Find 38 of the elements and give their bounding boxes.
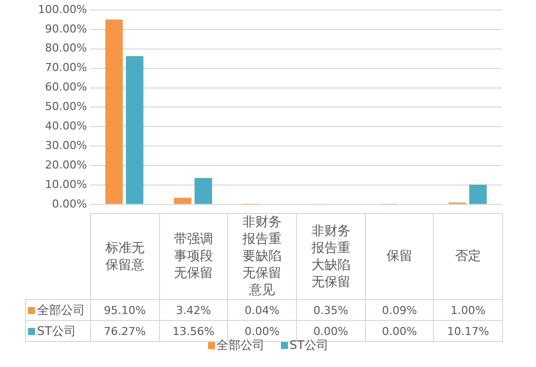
y-tick-label: 60.00%	[45, 80, 87, 94]
bar	[194, 178, 212, 204]
y-tick-label: 70.00%	[45, 61, 87, 74]
text: 全部公司	[216, 338, 265, 352]
y-tick-label: 80.00%	[45, 42, 87, 55]
data-label: 1.00%	[434, 300, 502, 320]
data-label: 13.56%	[172, 324, 214, 338]
x-tick-label: 非财务报告重大缺陷无保留	[296, 214, 366, 300]
data-label: 0.09%	[365, 300, 434, 320]
y-tick-label: 90.00%	[45, 22, 87, 36]
y-tick-label: 100.00%	[38, 2, 87, 16]
x-tick-label: 保留	[365, 214, 434, 300]
x-tick-label: 标准无保留意	[90, 214, 160, 300]
data-label: 0.00%	[244, 324, 280, 338]
x-tick-label: 否定	[434, 214, 502, 300]
y-tick-label: 0.00%	[52, 197, 87, 210]
y-tick-label: 20.00%	[45, 158, 87, 172]
bar	[126, 56, 144, 204]
bar	[105, 20, 123, 204]
x-tick-label: 带强调事项段无保留	[159, 214, 228, 300]
legend-label: ST公司	[26, 320, 90, 342]
bar	[469, 184, 487, 204]
x-tick-label: 非财务报告重要缺陷无保留意见	[228, 214, 296, 300]
bar	[174, 198, 192, 204]
data-label: 0.04%	[228, 300, 296, 320]
data-label: 3.42%	[159, 300, 228, 320]
data-label: 0.35%	[296, 300, 366, 320]
data-label: 95.10%	[90, 300, 160, 320]
y-tick-label: 50.00%	[45, 100, 87, 114]
data-label: 0.00%	[313, 324, 348, 338]
y-tick-label: 10.00%	[45, 178, 87, 191]
text: ST公司	[290, 338, 328, 352]
legend-label: 全部公司	[26, 300, 90, 320]
y-tick-label: 30.00%	[45, 138, 87, 152]
y-tick-label: 40.00%	[45, 120, 87, 132]
data-label: 10.17%	[434, 320, 502, 342]
data-label: 0.00%	[365, 320, 434, 342]
data-label: 76.27%	[90, 320, 160, 342]
